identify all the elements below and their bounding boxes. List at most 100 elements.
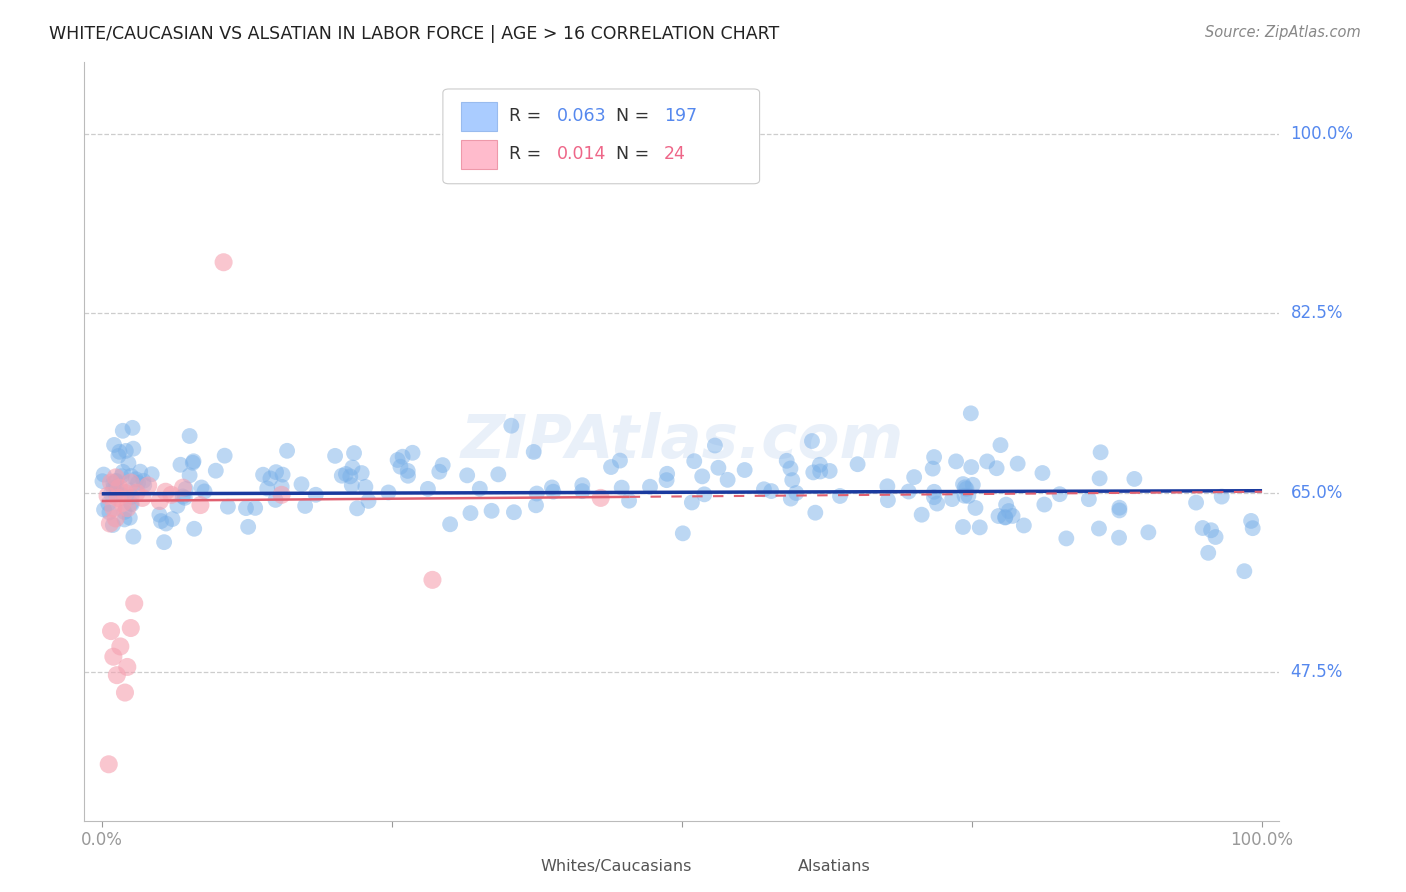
Point: [129, 465, 152, 479]
Text: 0.063: 0.063: [557, 107, 606, 125]
Point: [1088, 521, 1111, 535]
Text: ZIPAtlas.com: ZIPAtlas.com: [460, 412, 904, 471]
Point: [1054, 532, 1077, 546]
Point: [986, 461, 1008, 475]
Point: [93, 467, 115, 482]
Point: [526, 486, 548, 500]
Point: [610, 481, 633, 495]
Point: [340, 478, 363, 492]
Point: [104, 511, 127, 525]
Point: [121, 421, 143, 435]
Text: Whites/Caucasians: Whites/Caucasians: [541, 859, 692, 874]
Point: [111, 465, 134, 479]
Point: [808, 458, 831, 472]
Point: [1033, 498, 1056, 512]
Point: [148, 508, 170, 522]
Point: [217, 500, 239, 514]
Point: [976, 454, 998, 468]
Point: [111, 424, 134, 438]
Point: [921, 461, 943, 475]
Point: [957, 489, 980, 503]
Point: [105, 668, 128, 682]
Point: [925, 497, 948, 511]
Point: [190, 481, 212, 495]
Point: [105, 474, 128, 488]
Point: [204, 464, 226, 478]
Point: [481, 504, 503, 518]
Text: 82.5%: 82.5%: [1291, 304, 1343, 323]
Point: [270, 488, 292, 502]
Point: [256, 482, 278, 496]
Point: [243, 500, 266, 515]
Point: [1197, 546, 1219, 560]
Point: [1137, 525, 1160, 540]
Point: [110, 640, 132, 654]
Point: [235, 501, 257, 516]
Point: [155, 484, 177, 499]
Point: [800, 434, 823, 448]
Point: [571, 484, 593, 499]
Text: 0.014: 0.014: [557, 145, 606, 163]
Point: [122, 596, 145, 610]
Point: [396, 464, 419, 478]
Point: [271, 467, 294, 482]
Point: [172, 481, 194, 495]
Point: [846, 457, 869, 471]
Point: [183, 454, 205, 468]
Point: [690, 469, 713, 483]
Point: [100, 486, 122, 500]
Point: [346, 501, 368, 516]
Point: [120, 475, 142, 490]
Point: [953, 480, 976, 494]
Point: [330, 468, 353, 483]
Point: [103, 481, 125, 495]
Point: [468, 482, 491, 496]
Point: [911, 508, 934, 522]
Text: 65.0%: 65.0%: [1291, 483, 1343, 502]
Point: [1123, 472, 1146, 486]
Point: [683, 454, 706, 468]
Point: [114, 685, 136, 699]
Point: [120, 621, 142, 635]
Point: [122, 530, 145, 544]
Point: [804, 506, 827, 520]
Text: 100.0%: 100.0%: [1291, 125, 1354, 143]
Text: Alsatians: Alsatians: [797, 859, 870, 874]
Point: [169, 458, 191, 472]
Point: [1088, 471, 1111, 485]
Point: [357, 494, 380, 508]
Point: [655, 467, 678, 481]
Point: [876, 479, 898, 493]
Point: [962, 478, 984, 492]
Point: [377, 485, 399, 500]
Point: [270, 480, 292, 494]
Point: [112, 512, 135, 526]
Point: [752, 483, 775, 497]
Point: [108, 445, 131, 459]
Point: [761, 484, 783, 499]
Point: [638, 480, 661, 494]
FancyBboxPatch shape: [443, 89, 759, 184]
Point: [162, 512, 184, 526]
Point: [105, 488, 128, 502]
Text: 47.5%: 47.5%: [1291, 663, 1343, 681]
Point: [179, 429, 201, 443]
Point: [600, 460, 623, 475]
Point: [589, 491, 612, 505]
Point: [294, 499, 316, 513]
FancyBboxPatch shape: [461, 102, 496, 130]
Point: [801, 466, 824, 480]
Point: [672, 526, 695, 541]
Point: [305, 488, 328, 502]
Point: [172, 490, 194, 504]
Point: [965, 500, 987, 515]
Point: [107, 449, 129, 463]
FancyBboxPatch shape: [759, 855, 789, 879]
Point: [734, 463, 756, 477]
Point: [97, 489, 120, 503]
Point: [609, 453, 631, 467]
Point: [1001, 508, 1024, 523]
Point: [127, 475, 149, 490]
Text: N =: N =: [616, 145, 650, 163]
Point: [432, 458, 454, 472]
